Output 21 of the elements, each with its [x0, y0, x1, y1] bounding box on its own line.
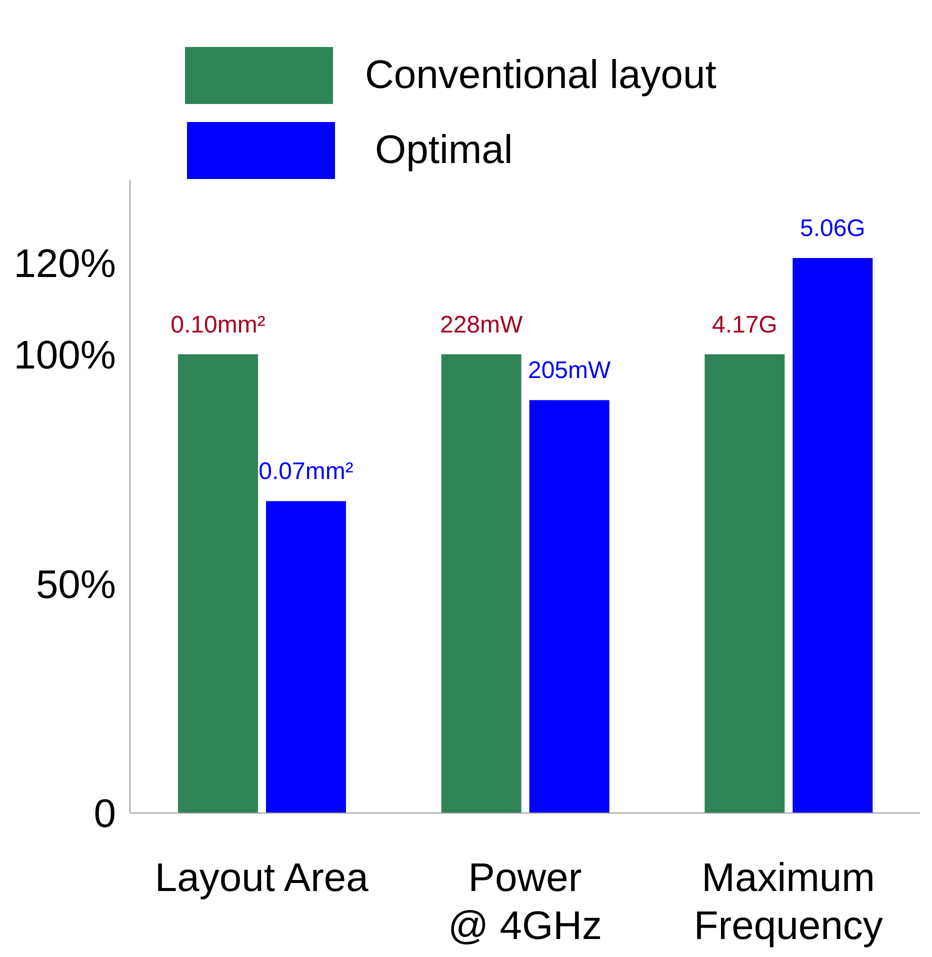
- x-tick-label: Power @ 4GHz: [448, 856, 602, 948]
- y-tick-label: 100%: [14, 334, 116, 378]
- bar: [178, 354, 258, 813]
- bar: [704, 354, 785, 813]
- bar: [529, 400, 610, 813]
- bar: [441, 354, 522, 813]
- y-tick-label: 0: [94, 792, 116, 836]
- annotation: 205mW: [528, 357, 612, 384]
- annotation: 4.17G: [712, 311, 778, 338]
- y-tick-label: 50%: [36, 562, 116, 607]
- legend-label: Optimal: [375, 128, 513, 173]
- annotation: 0.10mm²: [170, 311, 266, 338]
- bar: [266, 501, 346, 813]
- y-tick-label: 120%: [14, 242, 116, 286]
- x-tick-label: Maximum Frequency: [694, 856, 883, 948]
- bar: [792, 258, 873, 813]
- annotation: 5.06G: [800, 214, 866, 242]
- x-tick-label: Layout Area: [154, 856, 370, 900]
- annotation: 228mW: [440, 311, 524, 338]
- legend-label: Conventional layout: [365, 53, 716, 98]
- annotation: 0.07mm²: [258, 458, 354, 486]
